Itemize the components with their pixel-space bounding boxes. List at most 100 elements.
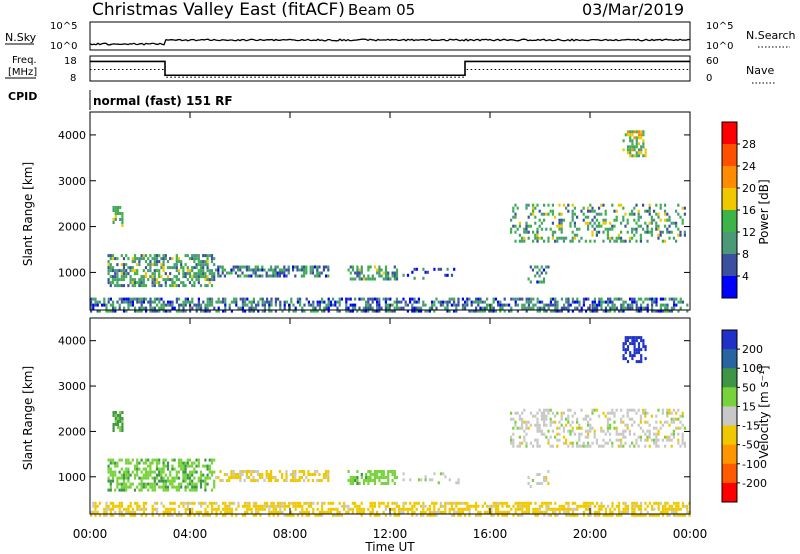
heatmap-cell — [470, 504, 473, 508]
heatmap-cell — [639, 224, 642, 228]
heatmap-cell — [121, 426, 124, 429]
heatmap-cell — [270, 476, 273, 479]
heatmap-cell — [611, 513, 614, 517]
heatmap-cell — [155, 254, 159, 258]
heatmap-cell — [521, 411, 524, 415]
heatmap-cell — [684, 504, 687, 508]
heatmap-cell — [162, 488, 165, 492]
heatmap-cell — [615, 236, 618, 240]
heatmap-cell — [501, 501, 504, 505]
heatmap-cell — [529, 485, 532, 488]
heatmap-cell — [562, 426, 565, 430]
heatmap-cell — [202, 272, 205, 276]
heatmap-cell — [380, 306, 383, 310]
freq-trace — [90, 60, 690, 77]
heatmap-cell — [585, 297, 588, 301]
heatmap-cell — [162, 482, 165, 486]
heatmap-cell — [245, 476, 248, 479]
heatmap-cell — [292, 473, 295, 476]
heatmap-cell — [122, 473, 126, 477]
heatmap-cell — [523, 510, 526, 514]
heatmap-cell — [309, 271, 312, 275]
heatmap-cell — [109, 473, 112, 477]
heatmap-cell — [180, 461, 183, 465]
heatmap-cell — [299, 300, 302, 304]
heatmap-cell — [188, 473, 192, 477]
heatmap-cell — [455, 481, 458, 485]
heatmap-cell — [378, 303, 381, 307]
heatmap-cell — [391, 274, 394, 278]
heatmap-cell — [538, 408, 541, 412]
heatmap-cell — [475, 507, 478, 511]
heatmap-cell — [202, 275, 205, 279]
heatmap-cell — [303, 473, 306, 476]
heatmap-cell — [554, 300, 557, 304]
heatmap-cell — [270, 510, 273, 514]
heatmap-cell — [629, 336, 632, 340]
heatmap-cell — [94, 510, 97, 514]
heatmap-cell — [657, 513, 660, 517]
heatmap-cell — [142, 300, 145, 304]
heatmap-cell — [503, 297, 506, 301]
heatmap-cell — [151, 281, 154, 285]
heatmap-cell — [254, 479, 257, 482]
heatmap-cell — [261, 476, 264, 479]
heatmap-cell — [367, 476, 370, 479]
heatmap-cell — [435, 513, 438, 517]
heatmap-cell — [673, 306, 676, 310]
heatmap-cell — [332, 297, 335, 301]
heatmap-cell — [624, 435, 627, 439]
heatmap-cell — [162, 504, 165, 508]
heatmap-cell — [681, 441, 684, 445]
heatmap-cell — [527, 300, 530, 304]
heatmap-cell — [576, 297, 579, 301]
heatmap-cell — [644, 432, 647, 436]
heatmap-cell — [437, 300, 440, 304]
heatmap-cell — [362, 479, 366, 482]
heatmap-cell — [263, 306, 266, 310]
heatmap-cell — [301, 513, 304, 517]
heatmap-cell — [217, 300, 220, 304]
heatmap-cell — [257, 309, 260, 313]
heatmap-cell — [642, 154, 645, 158]
heatmap-cell — [453, 501, 456, 505]
heatmap-cell — [562, 203, 565, 207]
heatmap-cell — [125, 309, 128, 313]
heatmap-cell — [171, 513, 174, 517]
heatmap-cell — [404, 501, 407, 505]
heatmap-cell — [164, 272, 167, 276]
heatmap-cell — [252, 271, 255, 275]
heatmap-cell — [395, 476, 399, 479]
heatmap-cell — [543, 303, 546, 307]
heatmap-cell — [116, 476, 119, 480]
heatmap-cell — [598, 414, 601, 418]
heatmap-cell — [527, 510, 530, 514]
heatmap-cell — [420, 306, 423, 310]
heatmap-cell — [393, 309, 396, 313]
heatmap-cell — [140, 507, 143, 511]
heatmap-cell — [270, 297, 273, 301]
heatmap-cell — [263, 303, 266, 307]
heatmap-cell — [551, 429, 554, 433]
heatmap-cell — [681, 504, 684, 508]
heatmap-cell — [490, 513, 493, 517]
heatmap-cell — [536, 411, 539, 415]
heatmap-cell — [217, 476, 220, 479]
heatmap-cell — [549, 408, 552, 412]
heatmap-cell — [607, 300, 610, 304]
heatmap-cell — [327, 306, 330, 310]
heatmap-cell — [186, 464, 189, 468]
heatmap-cell — [532, 206, 535, 210]
heatmap-cell — [114, 284, 117, 288]
heatmap-cell — [521, 507, 524, 511]
heatmap-cell — [195, 458, 198, 462]
heatmap-cell — [347, 479, 350, 482]
heatmap-cell — [119, 426, 122, 429]
heatmap-cell — [475, 309, 478, 313]
heatmap-cell — [494, 309, 497, 313]
heatmap-cell — [422, 507, 425, 511]
heatmap-cell — [211, 303, 214, 307]
heatmap-cell — [186, 300, 189, 304]
heatmap-cell — [648, 501, 651, 505]
heatmap-cell — [206, 297, 209, 301]
